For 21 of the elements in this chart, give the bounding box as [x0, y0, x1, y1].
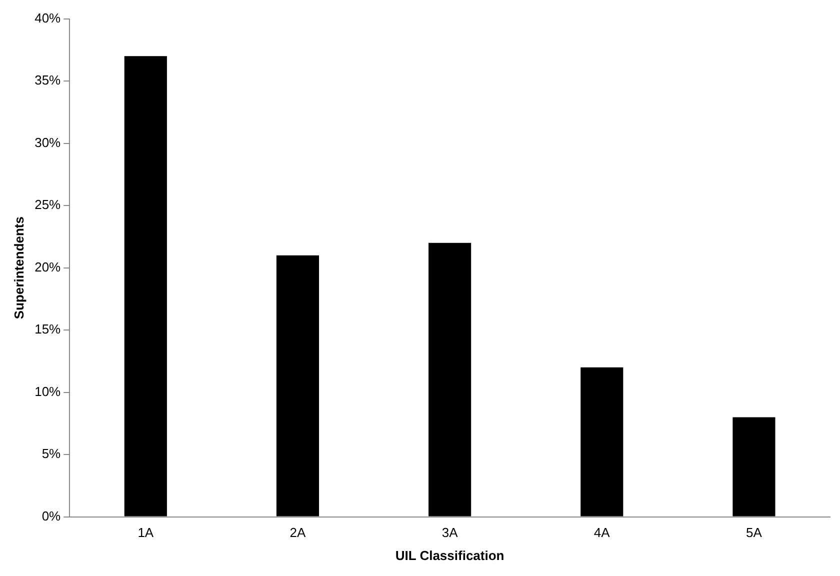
x-tick-label: 4A — [594, 525, 610, 540]
y-tick-label: 40% — [34, 10, 62, 26]
bar — [428, 242, 472, 516]
y-tick-label: 5% — [42, 446, 62, 462]
y-tick-label: 15% — [34, 322, 62, 337]
y-tick-label: 0% — [42, 508, 62, 524]
y-tick-label: 30% — [34, 134, 62, 150]
bar — [276, 255, 320, 516]
x-tick-label: 2A — [290, 525, 306, 540]
x-axis-title: UIL Classification — [395, 548, 504, 563]
y-axis-title: Superintendents — [11, 216, 26, 320]
y-tick-label: 25% — [34, 197, 62, 212]
bar — [124, 56, 167, 516]
y-tick-label: 10% — [34, 384, 62, 399]
y-tick-label: 20% — [34, 259, 62, 274]
bar — [732, 417, 776, 516]
x-tick-label: 5A — [746, 525, 762, 540]
x-tick-label: 3A — [442, 525, 458, 540]
y-tick-label: 35% — [34, 72, 62, 88]
bar — [580, 367, 624, 516]
x-tick-label: 1A — [138, 525, 154, 540]
